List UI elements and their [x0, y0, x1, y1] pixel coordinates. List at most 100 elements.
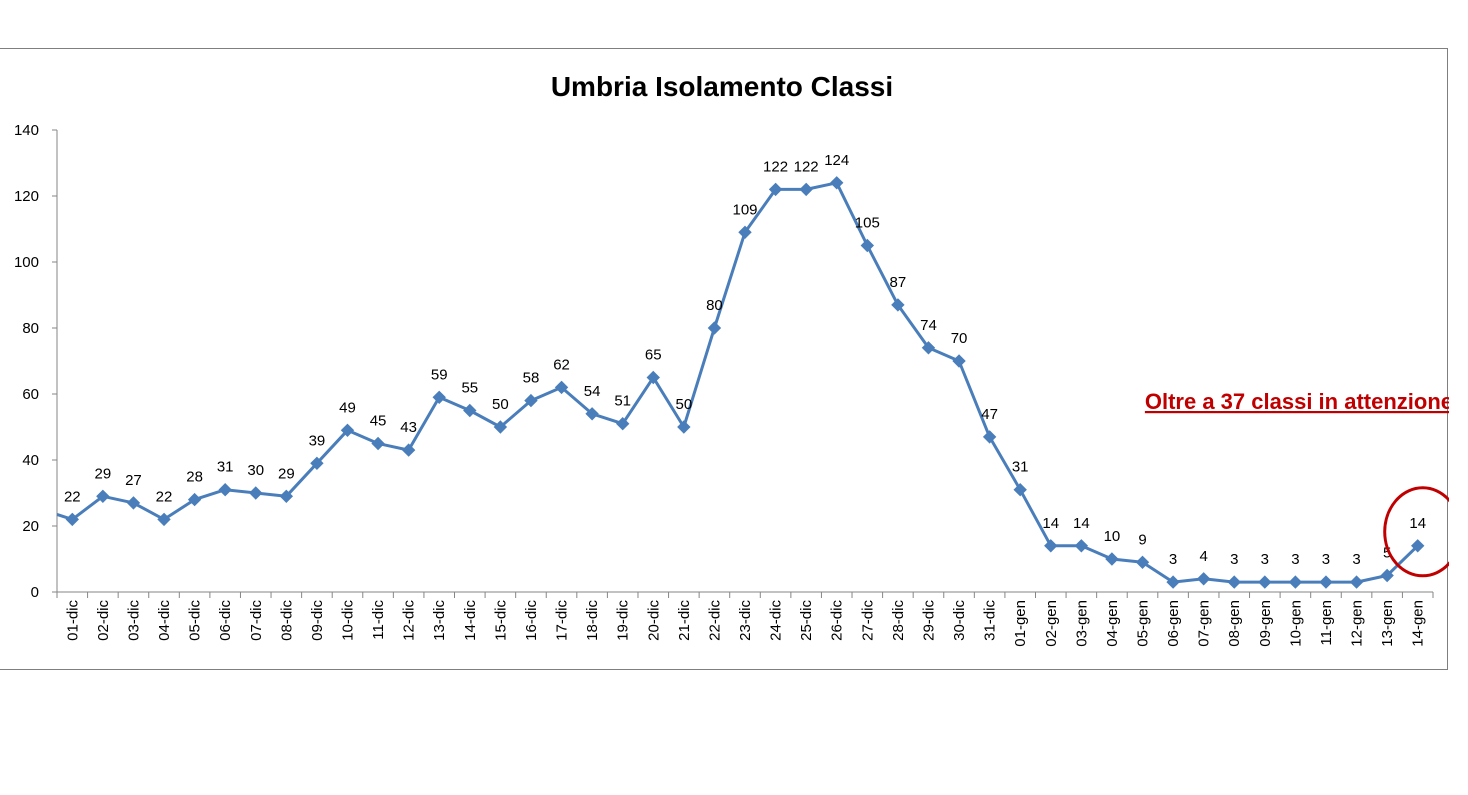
data-point [982, 430, 997, 444]
data-point [1319, 575, 1333, 589]
data-point [1105, 552, 1119, 566]
highlight-circle [1383, 486, 1449, 578]
data-point [860, 238, 875, 253]
data-label: 3 [1230, 551, 1238, 568]
data-label: 43 [400, 419, 417, 436]
data-point [493, 420, 508, 434]
series-line [56, 181, 1419, 584]
x-tick-label: 29-dic [920, 600, 937, 641]
x-tick-label: 30-dic [951, 600, 968, 641]
chart-frame: Umbria Isolamento Classi 0 20 40 60 80 100 120… [0, 48, 1449, 670]
data-point [218, 482, 232, 497]
y-tick-label: 80 [22, 320, 39, 337]
data-label: 124 [824, 152, 849, 169]
data-point [646, 370, 660, 385]
data-point [921, 341, 936, 355]
x-tick-label: 01-dic [64, 600, 81, 641]
data-label: 14 [1409, 515, 1426, 532]
data-label: 47 [981, 406, 998, 423]
data-point [799, 182, 813, 197]
data-label: 55 [461, 380, 478, 397]
data-point [768, 182, 783, 197]
data-label: 27 [125, 472, 142, 489]
data-label: 59 [431, 366, 448, 383]
data-point [187, 492, 202, 507]
x-tick-label: 10-dic [339, 600, 356, 641]
data-point [891, 298, 905, 312]
x-tick-label: 24-dic [768, 600, 785, 641]
annotation-note: Oltre a 37 classi in attenzione [1145, 389, 1449, 414]
data-label: 70 [951, 330, 968, 347]
data-label: 50 [492, 396, 509, 413]
data-label: 31 [1012, 459, 1029, 476]
x-tick-label: 13-dic [431, 600, 448, 641]
y-tick-label: 120 [14, 188, 39, 205]
x-tick-label: 28-dic [890, 600, 907, 641]
y-tick-label: 0 [31, 584, 39, 601]
data-label: 22 [64, 488, 81, 505]
data-point [96, 489, 110, 504]
data-point [249, 486, 263, 500]
x-tick-label: 15-dic [492, 600, 509, 641]
y-tick-label: 20 [22, 518, 39, 535]
data-point [677, 420, 691, 434]
x-tick-label: 19-dic [615, 600, 632, 641]
x-tick-label: 08-dic [278, 600, 295, 641]
x-tick-label: 20-dic [645, 600, 662, 641]
data-point [952, 354, 966, 368]
data-point [830, 176, 844, 190]
data-point [432, 390, 446, 405]
data-label: 3 [1322, 551, 1330, 568]
data-point [524, 393, 538, 408]
data-label: 30 [247, 462, 264, 479]
y-tick-label: 60 [22, 386, 39, 403]
x-tick-label: 31-dic [982, 600, 999, 641]
x-tick-label: 27-dic [859, 600, 876, 641]
x-tick-label: 25-dic [798, 600, 815, 641]
data-point [1288, 575, 1303, 589]
x-tick-label: 13-gen [1379, 600, 1396, 647]
data-label: 14 [1042, 515, 1059, 532]
x-tick-label: 07-gen [1196, 600, 1213, 647]
data-label: 74 [920, 317, 937, 334]
x-tick-label: 18-dic [584, 600, 601, 641]
data-label: 122 [794, 158, 819, 175]
data-label: 39 [309, 432, 326, 449]
data-label: 65 [645, 347, 662, 364]
x-tick-label: 03-gen [1073, 600, 1090, 647]
data-point [615, 416, 630, 431]
x-tick-label: 03-dic [125, 600, 142, 641]
data-label: 105 [855, 215, 880, 232]
data-label: 3 [1291, 551, 1299, 568]
data-point [463, 403, 477, 418]
data-point [1044, 539, 1058, 553]
data-label: 31 [217, 459, 234, 476]
data-label: 3 [1352, 551, 1360, 568]
data-label: 80 [706, 297, 723, 314]
data-label: 51 [614, 393, 631, 410]
data-point [371, 436, 385, 451]
data-label: 62 [553, 356, 570, 373]
x-tick-label: 06-gen [1165, 600, 1182, 647]
x-tick-label: 04-gen [1104, 600, 1121, 647]
data-point [401, 443, 416, 457]
data-label: 49 [339, 399, 356, 416]
x-tick-label: 14-gen [1410, 600, 1427, 647]
data-point [310, 456, 324, 471]
x-tick-label: 01-gen [1012, 600, 1029, 647]
y-axis-ticks: 0 20 40 60 80 100 120 140 [14, 122, 57, 601]
data-label: 5 [1383, 545, 1391, 562]
x-tick-label: 26-dic [829, 600, 846, 641]
data-label: 122 [763, 158, 788, 175]
x-tick-label: 05-gen [1135, 600, 1152, 647]
data-point [126, 496, 141, 510]
x-tick-label: 08-gen [1226, 600, 1243, 647]
data-point [707, 321, 722, 335]
data-point [585, 407, 599, 421]
x-tick-label: 17-dic [554, 600, 571, 641]
x-tick-label: 21-dic [676, 600, 693, 641]
data-point [1227, 575, 1241, 589]
data-label: 14 [1073, 515, 1090, 532]
chart-svg: Umbria Isolamento Classi 0 20 40 60 80 100 120… [14, 71, 1449, 647]
